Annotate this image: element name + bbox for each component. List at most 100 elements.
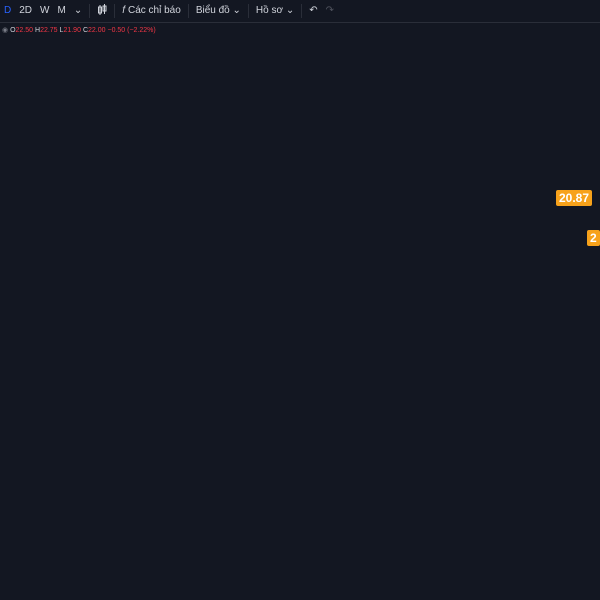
marker-d: D	[190, 554, 195, 561]
x-tick-label: Tháng Mười hai	[6, 570, 49, 576]
zone-red	[0, 379, 426, 421]
candle	[19, 400, 23, 410]
candle	[232, 205, 236, 235]
candle	[66, 354, 70, 370]
divider	[247, 4, 249, 18]
candle	[30, 380, 33, 398]
target-zone-box[interactable]	[315, 219, 532, 259]
volume-bar	[214, 518, 219, 563]
volume-ma-line	[2, 524, 279, 539]
interval-m[interactable]: M	[57, 5, 66, 16]
candle	[134, 262, 137, 275]
candle	[61, 350, 65, 354]
volume-bar	[32, 503, 37, 563]
candle	[4, 370, 7, 375]
candle	[128, 275, 132, 290]
candle	[149, 240, 153, 245]
candle	[9, 370, 13, 385]
x-tick-label: 16	[173, 570, 180, 576]
volume-bar	[188, 523, 193, 563]
volume-bar	[1, 543, 5, 563]
candle	[269, 115, 273, 120]
templates-button[interactable]: Hồ sơ ⌄	[252, 0, 298, 22]
candle	[40, 366, 44, 372]
volume-bar	[27, 523, 31, 563]
candle	[279, 130, 283, 145]
volume-bar	[79, 533, 83, 563]
volume-bar	[84, 548, 89, 563]
volume-bar	[229, 473, 234, 563]
candle	[201, 220, 205, 230]
elliott-wave-line[interactable]	[0, 92, 600, 423]
volume-bar	[110, 523, 115, 563]
interval-2d[interactable]: 2D	[19, 5, 33, 16]
volume-bar	[58, 518, 63, 563]
indicators-label: Các chỉ báo	[128, 5, 181, 16]
volume-bar	[151, 528, 156, 563]
x-tick-label: Tháng 3	[300, 570, 323, 576]
symbol-badge[interactable]: D	[4, 5, 12, 16]
x-tick-label: Tháng Hai	[222, 570, 250, 576]
layouts-chevron-icon: ⌄	[232, 5, 241, 16]
indicators-button[interactable]: f Các chỉ báo	[118, 0, 185, 22]
fib-zones	[0, 22, 600, 422]
volume-bar	[255, 468, 260, 563]
volume-bar	[198, 515, 203, 563]
open-label: O	[10, 27, 16, 34]
x-tick-label: 2024	[122, 570, 136, 576]
candle	[14, 385, 18, 400]
candles	[4, 110, 283, 415]
candle	[139, 255, 143, 262]
volume-markers: D F F	[186, 550, 226, 562]
x-axis: Tháng Mười hai 15 2024 16 Tháng Hai Tháng 3 15…	[6, 570, 568, 576]
candles-icon[interactable]	[93, 0, 111, 22]
candle	[144, 245, 148, 255]
low-label: L	[59, 27, 64, 34]
open-value: 22.50	[15, 27, 34, 34]
divider	[89, 4, 91, 18]
candle	[50, 355, 54, 360]
eye-icon[interactable]: ◉	[2, 27, 9, 34]
volume-bar	[42, 533, 47, 563]
x-tick-label: Tháng 4	[400, 570, 423, 576]
candle	[165, 218, 169, 225]
x-tick-label: 15	[561, 570, 568, 576]
interval-w[interactable]: W	[40, 5, 50, 16]
volume-bar	[146, 503, 151, 563]
volume-bar	[266, 483, 271, 563]
volume-bar	[53, 545, 57, 563]
divider	[114, 4, 116, 18]
undo-icon[interactable]: ↶	[309, 5, 318, 16]
wave-label-4: (4)	[424, 263, 434, 272]
volume-bar	[16, 548, 21, 563]
wave-label-2: (2)	[14, 430, 24, 439]
zone-green1	[0, 313, 426, 333]
redo-icon[interactable]: ↷	[325, 5, 334, 16]
zone-green2	[0, 333, 426, 353]
layouts-button[interactable]: Biểu đồ ⌄	[192, 0, 245, 22]
candle	[253, 140, 257, 155]
candle	[108, 340, 111, 360]
price-label-1[interactable]: 20.87	[556, 190, 593, 206]
candle	[264, 120, 267, 128]
candle	[238, 185, 241, 205]
volume-bar	[261, 503, 265, 563]
candle	[92, 392, 96, 400]
volume-bar	[167, 541, 172, 563]
volume-bar	[63, 525, 68, 563]
trend-line[interactable]	[0, 319, 441, 421]
candle	[102, 360, 106, 378]
volume-bar	[250, 428, 255, 563]
x-tick-label: 15	[355, 570, 362, 576]
layouts-label: Biểu đồ	[195, 5, 230, 16]
price-label-2[interactable]: 2	[587, 230, 600, 246]
interval-chevron-icon[interactable]: ⌄	[73, 5, 83, 16]
volume-bar	[141, 535, 146, 563]
low-value: 21.90	[63, 27, 81, 34]
candle	[258, 128, 262, 140]
candle	[227, 235, 231, 255]
divider	[301, 4, 303, 18]
x-tick-label: 15	[74, 570, 81, 576]
volume-bar	[125, 533, 130, 563]
